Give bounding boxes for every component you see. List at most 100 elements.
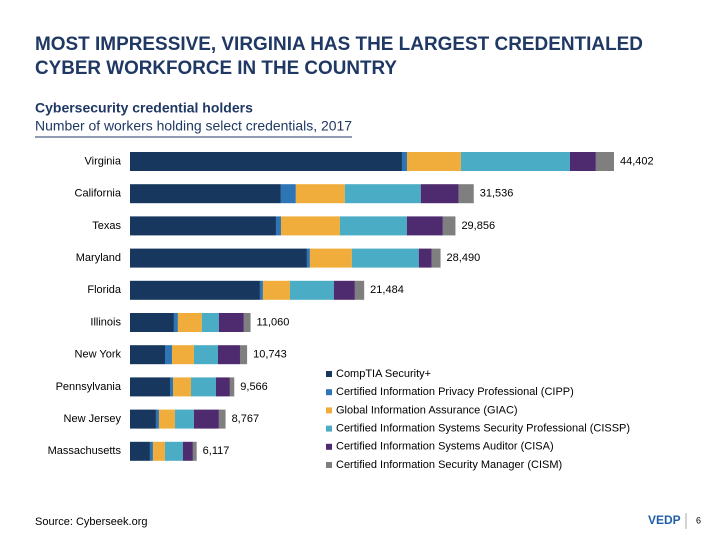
total-label: 21,484: [370, 284, 404, 296]
bar-segment: [152, 441, 165, 461]
total-label: 31,536: [480, 188, 514, 200]
bar-segment: [280, 216, 340, 236]
bar-segment: [193, 345, 218, 365]
bar-segment: [173, 313, 178, 332]
bar-segment: [569, 152, 596, 171]
bar-segment: [217, 345, 240, 365]
bar-segment: [418, 248, 432, 268]
legend-swatch: [326, 425, 332, 432]
y-tick-label: New York: [75, 349, 122, 361]
bar-segment: [239, 345, 248, 365]
bar-segment: [130, 280, 260, 300]
bar-segment: [280, 184, 296, 204]
bar-segment: [130, 184, 281, 204]
y-tick-label: Texas: [92, 220, 121, 232]
bar-segment: [177, 313, 202, 332]
bar-segment: [155, 409, 159, 429]
title-line: MOST IMPRESSIVE, VIRGINIA HAS THE LARGES…: [35, 34, 643, 55]
legend-label: Certified Information Security Manager (…: [336, 459, 562, 471]
legend-label: Certified Information Systems Auditor (C…: [336, 441, 554, 453]
bar-segment: [130, 441, 150, 461]
bar-segment: [275, 216, 281, 236]
bar-segment: [218, 313, 244, 332]
bar-segment: [306, 248, 310, 268]
bar-segment: [171, 345, 194, 365]
bar-segment: [289, 280, 334, 300]
bar-segment: [201, 313, 219, 332]
total-label: 10,743: [253, 349, 287, 361]
total-label: 29,856: [461, 220, 495, 232]
caption: Number of workers holding select credent…: [35, 118, 352, 134]
bar-segment: [174, 409, 194, 429]
logo: VEDP: [648, 513, 681, 527]
y-tick-label: Virginia: [85, 155, 122, 167]
bar-segment: [339, 216, 407, 236]
y-tick-label: California: [75, 188, 122, 200]
source: Source: Cyberseek.org: [35, 516, 148, 528]
bar-segment: [406, 152, 461, 171]
legend-swatch: [326, 462, 332, 468]
bar-segment: [460, 152, 570, 171]
total-label: 6,117: [203, 445, 230, 457]
legend-label: CompTIA Security+: [336, 368, 431, 380]
total-label: 28,490: [447, 252, 481, 264]
bar-segment: [442, 216, 456, 236]
total-label: 9,566: [240, 381, 268, 393]
bar-segment: [190, 377, 216, 397]
bar-segment: [218, 409, 226, 429]
y-tick-label: Florida: [87, 284, 122, 296]
bar-segment: [262, 280, 290, 300]
subtitle: Cybersecurity credential holders: [35, 100, 253, 116]
bar-segment: [130, 152, 402, 171]
bar-segment: [164, 345, 172, 365]
bar-segment: [295, 184, 345, 204]
bar-segment: [130, 216, 276, 236]
bar-segment: [192, 441, 197, 461]
bar-segment: [309, 248, 352, 268]
y-tick-label: Massachusetts: [48, 445, 122, 457]
title-line: CYBER WORKFORCE IN THE COUNTRY: [35, 58, 397, 79]
legend-label: Certified Information Privacy Profession…: [336, 386, 574, 398]
bar-segment: [182, 441, 193, 461]
bar-segment: [354, 280, 365, 300]
legend-label: Global Information Assurance (GIAC): [336, 404, 518, 416]
total-label: 8,767: [232, 413, 260, 425]
y-tick-label: New Jersey: [64, 413, 122, 425]
bar-segment: [406, 216, 443, 236]
y-tick-label: Maryland: [76, 252, 121, 264]
total-label: 44,402: [620, 155, 654, 167]
bar-segment: [344, 184, 421, 204]
bar-segment: [420, 184, 459, 204]
bar-segment: [130, 313, 174, 332]
bar-segment: [351, 248, 419, 268]
bar-segment: [458, 184, 474, 204]
total-label: 11,060: [257, 316, 290, 328]
bar-segment: [170, 377, 174, 397]
legend-swatch: [326, 443, 332, 450]
y-tick-label: Illinois: [90, 316, 121, 328]
bar-segment: [130, 409, 156, 429]
legend-swatch: [326, 371, 332, 377]
bar-segment: [130, 345, 165, 365]
bar-segment: [158, 409, 175, 429]
bar-segment: [431, 248, 441, 268]
page-number: 6: [696, 515, 701, 525]
bar-segment: [229, 377, 235, 397]
legend-swatch: [326, 407, 332, 414]
bar-segment: [259, 280, 263, 300]
bar-segment: [333, 280, 355, 300]
legend-label: Certified Information Systems Security P…: [336, 423, 630, 435]
y-tick-label: Pennsylvania: [56, 381, 122, 393]
legend-swatch: [326, 389, 332, 396]
bar-segment: [130, 377, 171, 397]
bar-segment: [215, 377, 230, 397]
bar-segment: [173, 377, 191, 397]
bar-segment: [130, 248, 307, 268]
bar-segment: [149, 441, 153, 461]
bar-segment: [595, 152, 614, 171]
bar-segment: [193, 409, 219, 429]
bar-segment: [243, 313, 251, 332]
bar-segment: [401, 152, 407, 171]
bar-segment: [164, 441, 183, 461]
